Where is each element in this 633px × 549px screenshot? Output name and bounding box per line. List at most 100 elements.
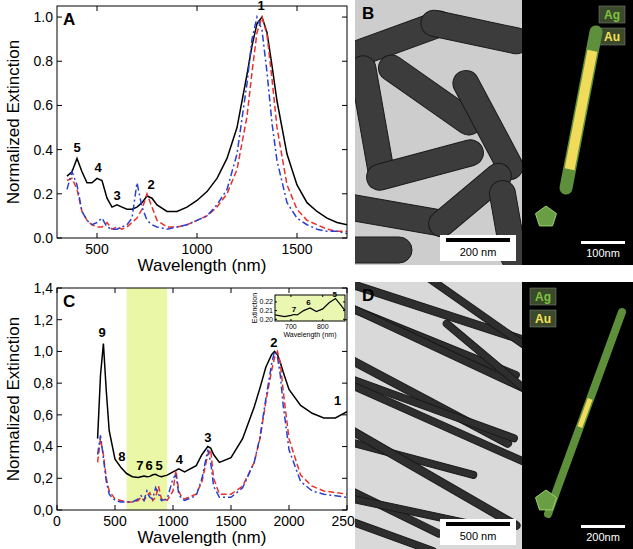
x-tick-top	[347, 288, 348, 293]
rod-au	[580, 399, 590, 427]
y-tick-label: 0.4	[34, 142, 54, 158]
x-tick-label: 1500	[281, 241, 312, 257]
element-label: Au	[535, 312, 551, 326]
x-axis-label: Wavelength (nm)	[138, 528, 267, 547]
particle	[536, 206, 557, 226]
y-tick-right	[342, 478, 347, 479]
x-tick-top	[231, 288, 232, 293]
peak-label: 1	[257, 0, 264, 13]
y-tick-right	[342, 351, 347, 352]
x-tick-label: 700	[285, 323, 297, 330]
y-tick-label: 0.22	[259, 298, 273, 305]
y-tick-right	[342, 105, 347, 106]
nanorod	[418, 8, 522, 56]
x-tick-top	[289, 288, 290, 293]
y-tick	[275, 310, 277, 311]
x-tick-top	[115, 288, 116, 293]
x-tick-top	[297, 6, 298, 11]
plot-area	[98, 288, 347, 510]
particle	[536, 490, 557, 510]
y-tick-right	[343, 301, 345, 302]
y-tick-label: 0,0	[34, 502, 54, 518]
y-tick	[57, 383, 62, 384]
nanorod	[355, 366, 522, 474]
panel-letter: D	[362, 286, 374, 305]
figure: 500100015000.00.20.40.60.81.0Wavelength …	[0, 0, 633, 549]
y-tick	[57, 414, 62, 415]
series-line	[98, 351, 347, 502]
scale-bar-label: 200 nm	[460, 246, 497, 258]
x-tick	[115, 505, 116, 510]
y-tick-label: 0,6	[34, 407, 54, 423]
y-tick-label: 0.8	[34, 53, 54, 69]
element-key	[530, 288, 556, 305]
y-axis-label: Normalized Extinction	[4, 40, 23, 204]
x-tick-top	[197, 6, 198, 11]
y-tick	[57, 193, 62, 194]
x-tick-label: 800	[317, 323, 329, 330]
plot-frame	[57, 6, 347, 238]
nanorod	[355, 237, 412, 263]
peak-label: 3	[204, 430, 211, 445]
x-tick	[173, 505, 174, 510]
y-tick-label: 1,0	[34, 343, 54, 359]
scale-bar	[446, 238, 510, 242]
panel-letter: C	[63, 292, 75, 311]
y-tick-label: 0,4	[34, 438, 54, 454]
y-tick	[57, 319, 62, 320]
y-tick-right	[342, 383, 347, 384]
peak-label: 6	[306, 298, 311, 307]
y-tick-label: 0.0	[34, 230, 54, 246]
peak-label: 9	[99, 325, 106, 340]
series-line	[98, 344, 347, 478]
element-label: Au	[604, 30, 620, 44]
tem-image	[355, 282, 522, 549]
scale-bar-label: 200nm	[586, 531, 620, 543]
scale-bar-box	[440, 235, 516, 261]
y-axis-label: Extinction	[251, 293, 258, 323]
y-tick-right	[342, 510, 347, 511]
x-tick-label: 2000	[273, 513, 304, 529]
scale-bar-label: 500 nm	[460, 530, 497, 542]
x-tick	[97, 233, 98, 238]
x-tick-label: 500	[85, 241, 109, 257]
y-tick-right	[343, 310, 345, 311]
x-tick-top	[173, 288, 174, 293]
y-tick-label: 0,8	[34, 375, 54, 391]
series-line	[67, 17, 347, 231]
scale-bar	[446, 522, 510, 526]
y-tick-label: 1,2	[34, 312, 54, 328]
x-tick-top	[57, 288, 58, 293]
scale-bar	[581, 241, 625, 244]
y-axis-label: Normalized Extinction	[4, 317, 23, 481]
y-tick-right	[342, 17, 347, 18]
x-tick-label: 500	[103, 513, 127, 529]
x-tick	[322, 319, 323, 321]
x-tick-label: 1500	[215, 513, 246, 529]
y-tick-right	[342, 61, 347, 62]
y-tick	[57, 61, 62, 62]
nanorod	[388, 282, 522, 352]
x-tick	[57, 505, 58, 510]
series-line	[98, 351, 347, 502]
nanorod	[442, 319, 522, 401]
x-tick-label: 0	[53, 513, 61, 529]
series-line	[67, 17, 347, 225]
element-label: Ag	[535, 290, 551, 304]
edx-map	[522, 0, 633, 265]
scale-bar-label: 100nm	[586, 247, 620, 259]
plot-area	[275, 298, 345, 316]
y-tick	[57, 17, 62, 18]
panel-letter: B	[362, 4, 374, 23]
y-tick	[275, 301, 277, 302]
scale-bar-box	[440, 519, 516, 545]
peak-label: 5	[333, 290, 338, 299]
panel-letter: A	[63, 10, 75, 29]
y-tick	[57, 478, 62, 479]
peak-label: 6	[146, 458, 153, 473]
y-tick	[57, 105, 62, 106]
plot-frame	[57, 288, 347, 510]
rod-ag	[548, 312, 622, 514]
y-tick-right	[342, 446, 347, 447]
y-tick	[57, 351, 62, 352]
